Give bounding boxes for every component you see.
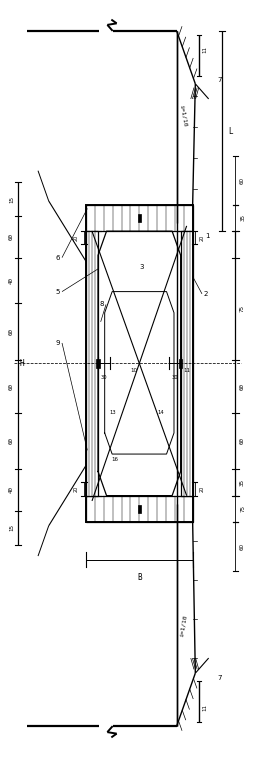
Text: 60: 60 bbox=[240, 438, 244, 444]
Bar bbox=[181, 231, 193, 496]
Text: 20: 20 bbox=[74, 235, 79, 241]
Text: i=1/10: i=1/10 bbox=[179, 104, 188, 127]
Text: 60: 60 bbox=[9, 438, 14, 444]
Text: 40: 40 bbox=[9, 277, 14, 284]
Text: 13: 13 bbox=[109, 410, 116, 415]
Text: 35: 35 bbox=[240, 479, 244, 486]
Text: 11: 11 bbox=[184, 369, 191, 373]
Text: 20: 20 bbox=[74, 486, 79, 492]
Text: 20: 20 bbox=[200, 486, 204, 492]
Text: 7: 7 bbox=[217, 674, 222, 681]
Text: 9: 9 bbox=[56, 340, 60, 346]
Text: 8: 8 bbox=[100, 301, 104, 307]
Bar bbox=[138, 214, 141, 222]
Text: 75: 75 bbox=[240, 506, 245, 512]
Text: H: H bbox=[20, 359, 24, 368]
Text: 5: 5 bbox=[56, 288, 60, 294]
Text: 60: 60 bbox=[9, 328, 14, 335]
Text: 60: 60 bbox=[9, 233, 14, 240]
Text: 60: 60 bbox=[9, 382, 14, 390]
Text: 7: 7 bbox=[217, 77, 222, 83]
Bar bbox=[138, 505, 141, 512]
Text: 30: 30 bbox=[100, 375, 107, 380]
Text: 35: 35 bbox=[240, 214, 245, 222]
Text: 60: 60 bbox=[240, 543, 245, 550]
Bar bbox=[86, 204, 193, 522]
Bar bbox=[179, 359, 182, 368]
Text: 14: 14 bbox=[157, 410, 164, 415]
Text: L: L bbox=[229, 126, 233, 136]
Text: 15: 15 bbox=[9, 525, 14, 531]
Text: 16: 16 bbox=[112, 457, 119, 462]
Text: 2: 2 bbox=[204, 291, 208, 297]
Text: 20: 20 bbox=[200, 235, 204, 241]
Text: 1: 1 bbox=[205, 233, 210, 239]
Text: i=1/10: i=1/10 bbox=[179, 615, 188, 637]
Bar bbox=[86, 231, 98, 496]
Text: 3: 3 bbox=[140, 263, 144, 269]
Text: 30: 30 bbox=[172, 375, 178, 380]
Bar bbox=[86, 204, 193, 231]
Text: 60: 60 bbox=[240, 176, 245, 184]
Text: B: B bbox=[137, 574, 142, 582]
Text: 40: 40 bbox=[9, 487, 14, 494]
Text: 15: 15 bbox=[9, 195, 14, 203]
Text: 6: 6 bbox=[56, 254, 60, 260]
Text: 10: 10 bbox=[131, 369, 137, 373]
Bar bbox=[86, 496, 193, 522]
Text: 75: 75 bbox=[240, 305, 244, 312]
Text: 11: 11 bbox=[203, 704, 207, 711]
Bar bbox=[96, 359, 100, 368]
Text: 11: 11 bbox=[203, 46, 207, 53]
Text: 60: 60 bbox=[240, 382, 244, 390]
